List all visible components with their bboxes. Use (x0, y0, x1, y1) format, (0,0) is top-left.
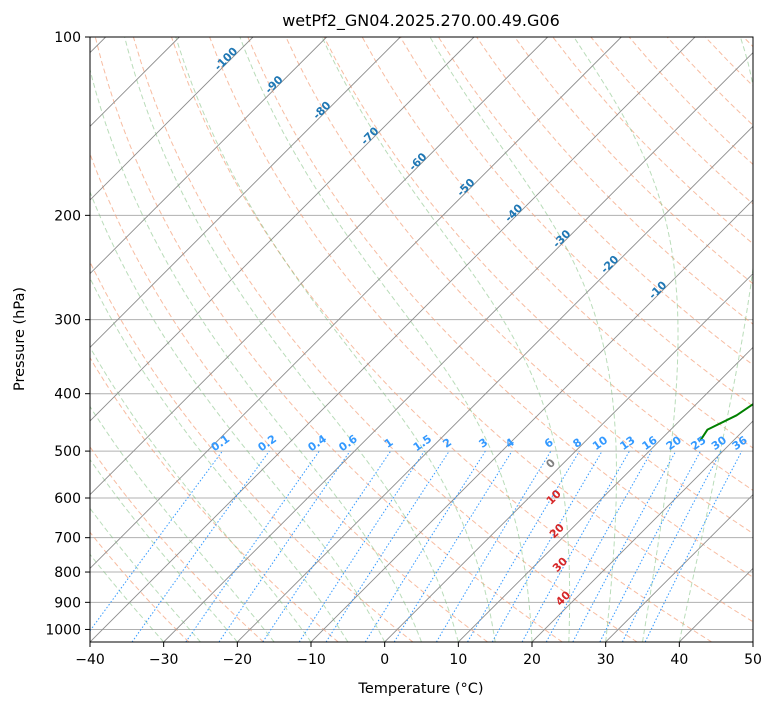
mixing-ratio-line (185, 450, 320, 642)
moist-adiabat (678, 37, 753, 642)
mixing-ratio-line (131, 450, 270, 642)
isotherm-line (237, 125, 753, 642)
skewed-isotherms (90, 37, 753, 642)
mixing-ratio-line (90, 450, 223, 632)
moist-adiabat (90, 67, 422, 642)
plot-area (90, 37, 753, 642)
x-tick-label: 30 (597, 652, 615, 668)
plot-frame (89, 36, 754, 643)
isotherm-line (90, 37, 327, 275)
isotherm-line (90, 37, 548, 496)
isotherm-line (458, 346, 753, 642)
isotherm-line (90, 37, 401, 348)
x-tick-label: 50 (744, 652, 762, 668)
moist-adiabat (321, 37, 571, 642)
isotherm-line (384, 273, 753, 642)
mixing-ratio-line (262, 450, 392, 642)
dry-adiabat (94, 37, 563, 642)
dry-adiabat (437, 37, 753, 366)
dry-adiabat (90, 356, 339, 642)
mixing-ratio-line (325, 450, 450, 642)
moist-adiabat (90, 458, 238, 642)
dry-adiabat (285, 37, 753, 535)
moist-adiabat (239, 37, 533, 642)
mixing-ratio-line (298, 450, 425, 642)
dry-adiabat (90, 531, 190, 642)
moist-adiabat (90, 277, 349, 642)
y-tick-label: 700 (54, 531, 81, 547)
y-tick-label: 200 (54, 208, 81, 224)
x-tick-label: −20 (223, 652, 253, 668)
mixing-ratio-line (218, 450, 351, 642)
dry-adiabat (247, 37, 753, 578)
x-tick-label: 20 (523, 652, 541, 668)
dry-adiabat (399, 37, 753, 407)
x-tick-label: 10 (449, 652, 467, 668)
dry-adiabat (90, 152, 488, 642)
mixing-ratio-line (393, 450, 513, 642)
moist-adiabat (90, 405, 275, 642)
x-tick-label: −30 (149, 652, 179, 668)
moist-adiabat (90, 190, 386, 642)
isotherm-line (90, 37, 475, 422)
mixing-ratio-line (521, 450, 630, 642)
dry-adiabat (171, 37, 712, 642)
mixing-ratio-line (644, 450, 743, 642)
mixing-ratio-line (545, 450, 653, 642)
mixing-ratio-line (599, 450, 701, 642)
y-tick-label: 600 (54, 491, 81, 507)
isotherm-line (163, 52, 753, 642)
dry-adiabat (132, 37, 638, 642)
y-tick-label: 900 (54, 595, 81, 611)
y-tick-label: 500 (54, 444, 81, 460)
y-tick-label: 800 (54, 565, 81, 581)
isotherm-line (605, 494, 753, 642)
x-tick-label: −40 (75, 652, 105, 668)
x-axis-title: Temperature (°C) (357, 681, 483, 697)
isotherm-line (90, 37, 622, 569)
dry-adiabat (323, 37, 753, 491)
x-tick-label: 0 (380, 652, 389, 668)
mixing-ratio-line (572, 450, 677, 642)
y-axis: 100 200 300 400 500 600 700 800 900 1000 (45, 30, 90, 638)
moist-adiabat (175, 37, 496, 642)
mixing-ratio-line (621, 450, 722, 642)
dry-adiabat (514, 37, 753, 285)
dry-adiabat (90, 446, 264, 642)
y-tick-label: 1000 (45, 622, 81, 638)
chart-title: wetPf2_GN04.2025.270.00.49.G06 (282, 11, 560, 31)
moist-adiabat (573, 37, 679, 642)
mixing-ratio-lines (90, 450, 743, 642)
isotherm-line (90, 37, 696, 642)
mixing-ratio-line (364, 450, 486, 642)
isotherm-line (90, 37, 254, 201)
dry-adiabat (209, 37, 753, 623)
y-tick-label: 400 (54, 387, 81, 403)
isotherm-line (310, 199, 753, 642)
y-tick-label: 100 (54, 30, 81, 46)
x-tick-label: 40 (670, 652, 688, 668)
mixing-ratio-line (435, 450, 552, 642)
y-tick-label: 300 (54, 313, 81, 329)
moist-adiabat (429, 37, 617, 642)
x-tick-label: −10 (296, 652, 326, 668)
adiabat-lines (90, 37, 753, 642)
x-axis: −40 −30 −20 −10 0 10 20 30 40 50 (75, 642, 762, 668)
isotherm-line (531, 420, 753, 642)
dry-adiabat (361, 37, 753, 449)
moist-adiabat (124, 37, 459, 642)
y-axis-title: Pressure (hPa) (12, 287, 28, 391)
